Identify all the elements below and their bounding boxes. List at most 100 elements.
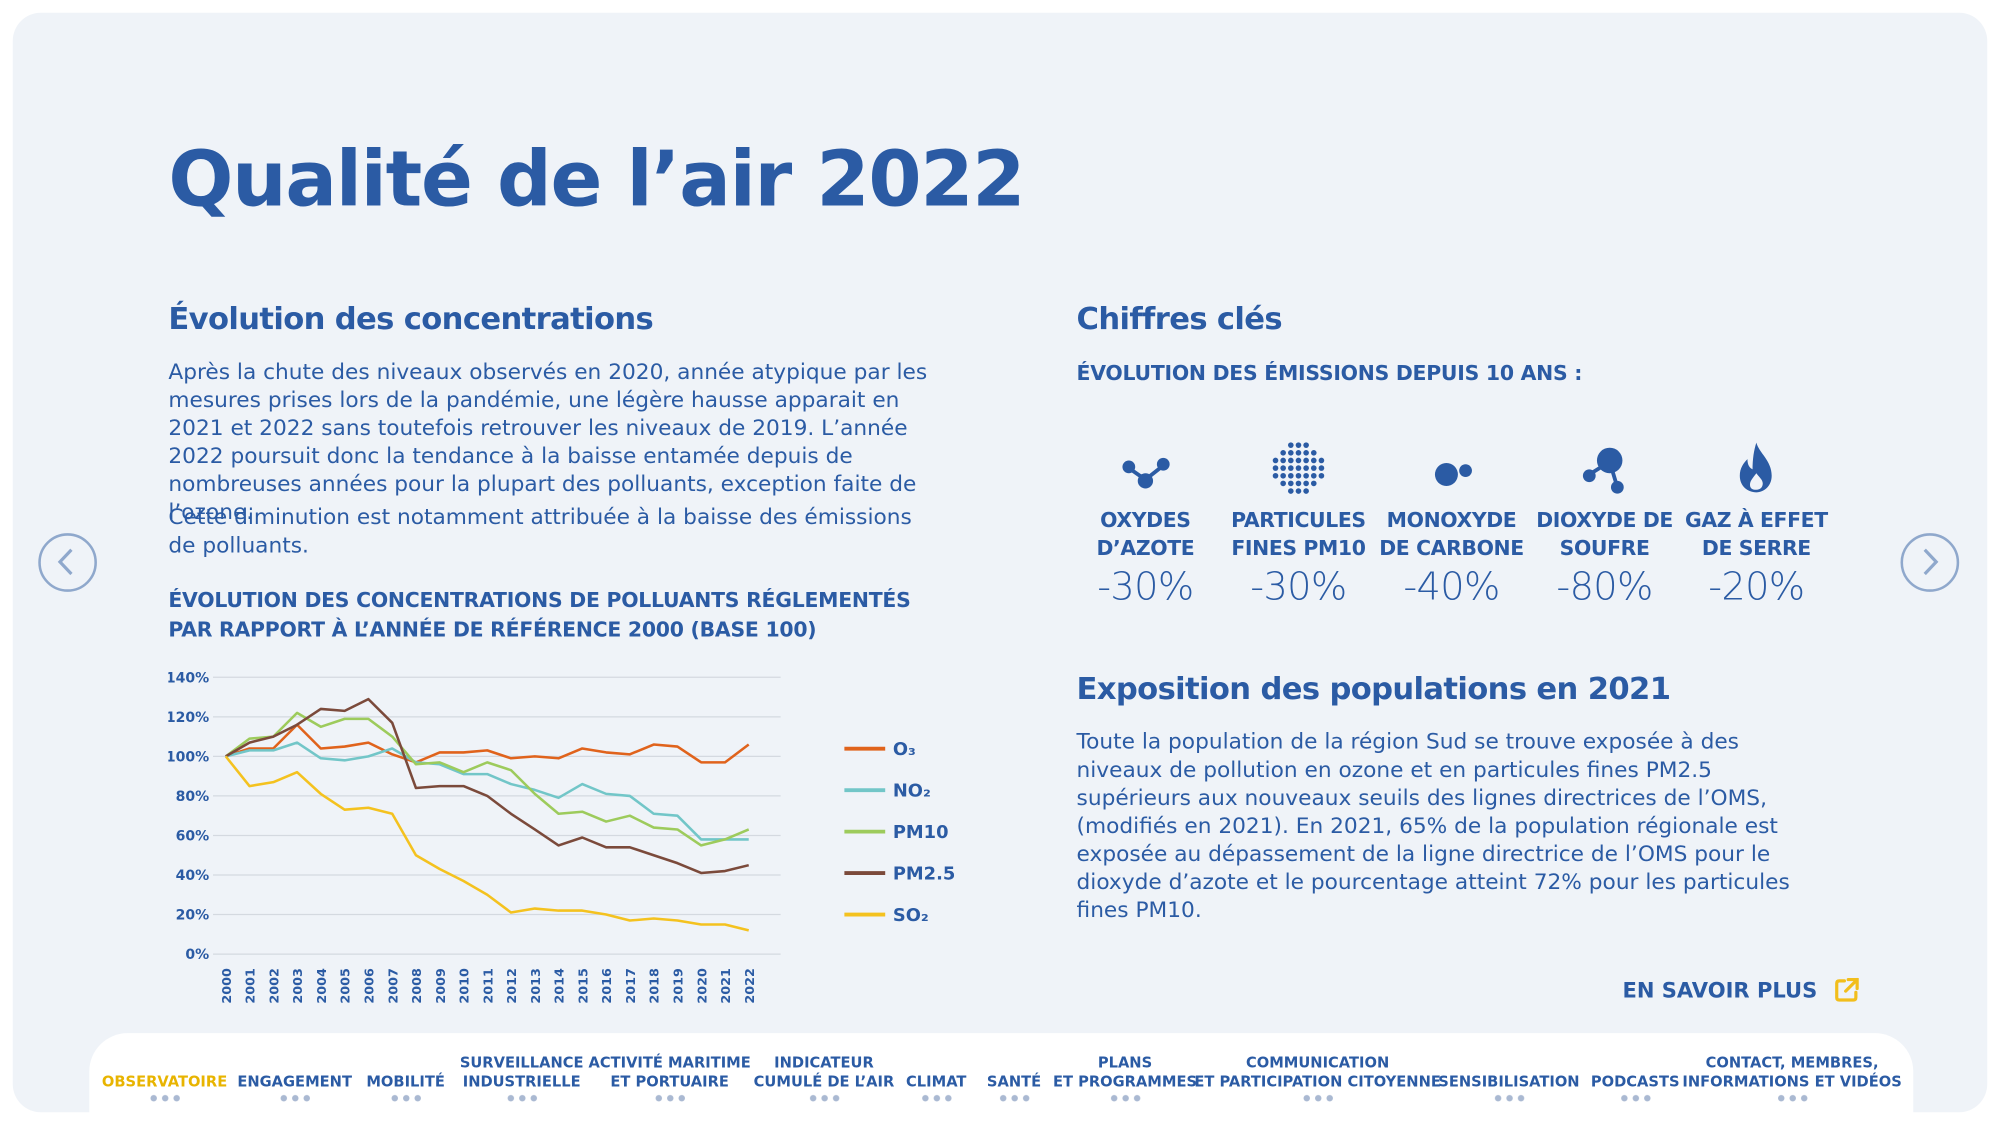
x-tick-label: 2020 bbox=[695, 968, 710, 1004]
nav-label[interactable]: CONTACT, MEMBRES, bbox=[1705, 1053, 1879, 1072]
nav-label[interactable]: INFORMATIONS ET VIDÉOS bbox=[1682, 1072, 1902, 1091]
nav-item[interactable]: SANTÉ bbox=[987, 1054, 1041, 1092]
nav-label[interactable]: ACTIVITÉ MARITIME bbox=[588, 1053, 751, 1072]
more-link-text[interactable]: EN SAVOIR PLUS bbox=[1622, 978, 1818, 1003]
section-heading: Chiffres clés bbox=[1076, 301, 1283, 337]
key-figure: OXYDES D’AZOTE -30% bbox=[1062, 440, 1228, 610]
nav-item[interactable]: PODCASTS bbox=[1591, 1054, 1680, 1092]
nav-label[interactable]: SURVEILLANCE bbox=[459, 1053, 584, 1072]
x-tick-label: 2001 bbox=[244, 968, 259, 1004]
nav-label[interactable]: MOBILITÉ bbox=[366, 1072, 445, 1091]
nav-label[interactable]: PODCASTS bbox=[1590, 1072, 1680, 1091]
icon-dot bbox=[1288, 442, 1294, 448]
nav-label[interactable]: ET PORTUAIRE bbox=[610, 1072, 729, 1091]
icon-dot bbox=[1303, 488, 1309, 494]
x-tick-label: 2008 bbox=[410, 968, 425, 1004]
x-tick-label: 2015 bbox=[576, 968, 591, 1004]
nav-label[interactable]: INDUSTRIELLE bbox=[462, 1072, 581, 1091]
icon-dot bbox=[1318, 457, 1325, 464]
nav-dots bbox=[653, 1094, 687, 1103]
nav-dots bbox=[1775, 1094, 1809, 1103]
chevron bbox=[57, 548, 73, 576]
x-tick-label: 2010 bbox=[458, 968, 473, 1004]
icon-dot bbox=[1288, 480, 1294, 487]
icon bbox=[1122, 457, 1170, 489]
icon-dot bbox=[1303, 442, 1309, 448]
section-heading: Exposition des populations en 2021 bbox=[1076, 670, 1671, 707]
nav-item[interactable]: ENGAGEMENT bbox=[237, 1054, 352, 1092]
series-line bbox=[224, 755, 750, 932]
label: DIOXYDE DE bbox=[1536, 507, 1673, 532]
nav-dots bbox=[278, 1094, 312, 1103]
paragraph: Cette diminution est notamment attribuée… bbox=[168, 505, 912, 559]
y-tick-label: 140% bbox=[168, 670, 209, 686]
icon-dot bbox=[1310, 472, 1317, 479]
nav-item[interactable]: CONTACT, MEMBRES, INFORMATIONS ET VIDÉOS bbox=[1682, 1054, 1901, 1092]
nav-label[interactable]: OBSERVATOIRE bbox=[101, 1072, 228, 1091]
page-title: Qualité de l’air 2022 bbox=[168, 135, 1025, 225]
nav-item[interactable]: COMMUNICATION ET PARTICIPATION CITOYENNE bbox=[1194, 1054, 1441, 1092]
icon-dot bbox=[1318, 465, 1325, 471]
nav-label[interactable]: CLIMAT bbox=[906, 1072, 967, 1091]
nav-item[interactable]: INDICATEUR CUMULÉ DE L’AIR bbox=[754, 1054, 895, 1092]
icon-dot bbox=[1310, 465, 1317, 471]
nav-label[interactable]: ET PROGRAMMES bbox=[1052, 1072, 1198, 1091]
y-tick-label: 40% bbox=[176, 868, 210, 884]
chart-heading: ÉVOLUTION DES CONCENTRATIONS DE POLLUANT… bbox=[168, 588, 911, 642]
nav-label[interactable]: ET PARTICIPATION CITOYENNE bbox=[1194, 1072, 1441, 1091]
nav-item[interactable]: SENSIBILISATION bbox=[1438, 1054, 1579, 1092]
icon-dot bbox=[1280, 449, 1286, 456]
icon-dot bbox=[1310, 449, 1317, 456]
value: -80% bbox=[1556, 565, 1653, 610]
x-tick-label: 2005 bbox=[339, 968, 354, 1004]
nav-item[interactable]: OBSERVATOIRE bbox=[102, 1054, 227, 1092]
nav-item[interactable]: ACTIVITÉ MARITIME ET PORTUAIRE bbox=[588, 1054, 750, 1092]
nav-label[interactable]: CUMULÉ DE L’AIR bbox=[753, 1072, 895, 1091]
more-link[interactable]: EN SAVOIR PLUS bbox=[1622, 976, 1860, 1004]
line-chart: 0% 20% 40% 60% 80% 100% 120% 140% 2000 2001 2002 20… bbox=[168, 670, 955, 1004]
label: PARTICULES bbox=[1231, 507, 1366, 532]
nav-label[interactable]: ENGAGEMENT bbox=[237, 1072, 352, 1091]
x-tick-label: 2012 bbox=[505, 968, 520, 1004]
subheading: ÉVOLUTION DES ÉMISSIONS DEPUIS 10 ANS : bbox=[1076, 360, 1583, 386]
nav-item[interactable]: CLIMAT bbox=[906, 1054, 966, 1092]
icon-dot bbox=[1288, 465, 1294, 471]
x-tick-label: 2011 bbox=[481, 968, 496, 1004]
nav-dots bbox=[997, 1094, 1031, 1103]
nav-dots bbox=[1301, 1094, 1335, 1103]
legend-label: O₃ bbox=[893, 739, 916, 760]
nav-label[interactable]: PLANS bbox=[1097, 1053, 1153, 1072]
x-tick-label: 2013 bbox=[529, 968, 544, 1004]
next-button[interactable] bbox=[1900, 533, 1960, 592]
nav-label[interactable]: COMMUNICATION bbox=[1245, 1053, 1390, 1072]
value: -40% bbox=[1403, 565, 1500, 610]
nav-dots bbox=[1108, 1094, 1142, 1103]
label: D’AZOTE bbox=[1096, 535, 1195, 560]
nav-item[interactable]: PLANS ET PROGRAMMES bbox=[1053, 1054, 1197, 1092]
icon-dot bbox=[1295, 480, 1302, 487]
prev-button[interactable] bbox=[38, 533, 97, 592]
icon bbox=[1582, 447, 1624, 494]
x-tick-label: 2006 bbox=[362, 968, 377, 1004]
x-tick-label: 2022 bbox=[743, 968, 758, 1004]
y-tick-label: 60% bbox=[176, 829, 210, 845]
nav-label[interactable]: SANTÉ bbox=[986, 1072, 1042, 1091]
nav-item[interactable]: MOBILITÉ bbox=[366, 1054, 445, 1092]
x-tick-label: 2000 bbox=[220, 968, 235, 1004]
nav-dots bbox=[919, 1094, 953, 1103]
series-line bbox=[225, 741, 749, 841]
y-tick-label: 0% bbox=[185, 947, 209, 963]
label: FINES PM10 bbox=[1231, 535, 1366, 560]
icon-dot bbox=[1303, 465, 1309, 471]
key-figure: DIOXYDE DE SOUFRE -80% bbox=[1522, 440, 1688, 610]
label: OXYDES bbox=[1100, 507, 1191, 532]
nav-label[interactable]: SENSIBILISATION bbox=[1438, 1072, 1580, 1091]
nav-dots bbox=[1492, 1094, 1526, 1103]
icon-dot bbox=[1288, 449, 1294, 456]
icon-dot bbox=[1280, 480, 1286, 487]
nav-label[interactable]: INDICATEUR bbox=[774, 1053, 874, 1072]
nav-item[interactable]: SURVEILLANCE INDUSTRIELLE bbox=[460, 1054, 584, 1092]
key-figure: GAZ À EFFET DE SERRE -20% bbox=[1673, 440, 1839, 610]
series-line bbox=[225, 697, 750, 875]
